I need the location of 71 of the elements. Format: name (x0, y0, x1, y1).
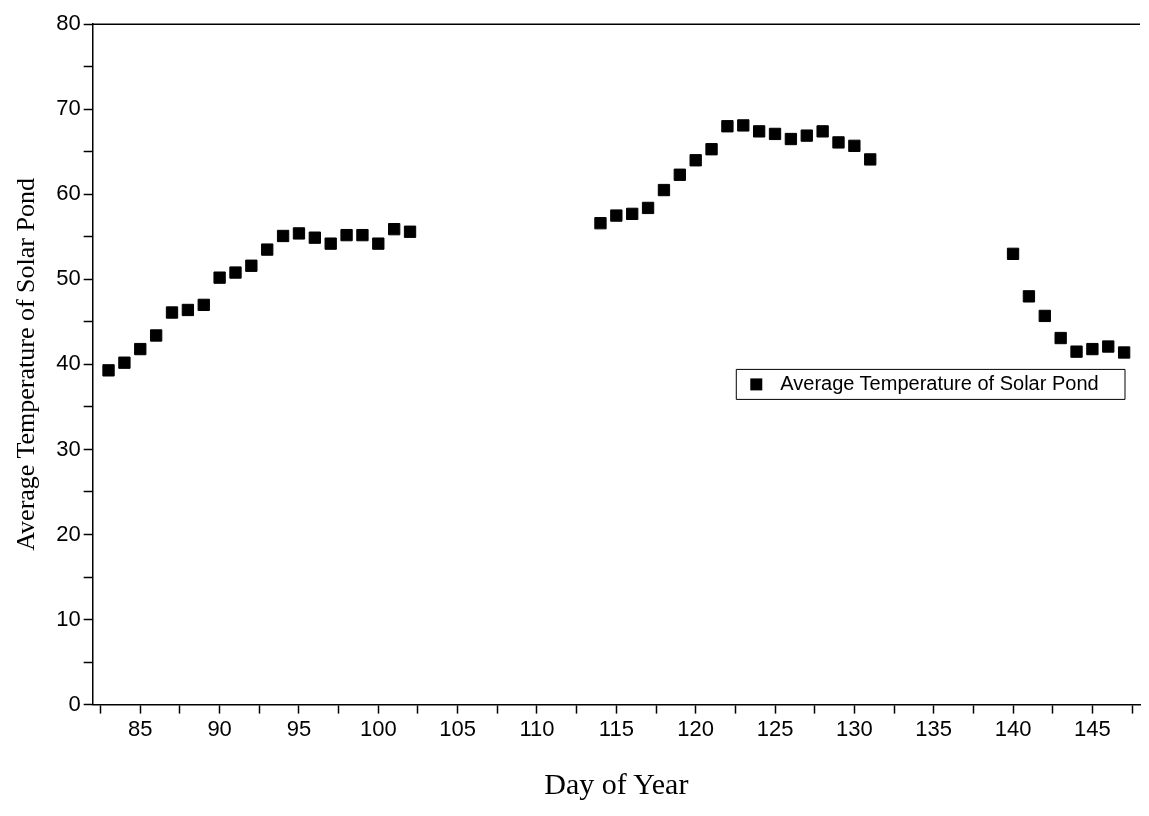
y-axis-title: Average Temperature of Solar Pond (11, 178, 41, 551)
x-tick-label: 145 (1074, 715, 1111, 741)
point (816, 125, 829, 138)
x-tick-label: 135 (915, 715, 953, 741)
point (768, 127, 782, 141)
x-tick-label: 110 (519, 715, 555, 741)
x-tick-label: 120 (677, 715, 715, 741)
y-tick-label: 20 (56, 520, 81, 546)
point (165, 306, 179, 319)
point (149, 329, 163, 342)
point (641, 201, 655, 215)
point (864, 153, 877, 166)
point (1038, 309, 1051, 323)
point (832, 136, 845, 149)
point (229, 266, 242, 279)
point (594, 217, 607, 230)
point (134, 342, 147, 356)
x-tick-label: 115 (598, 715, 634, 741)
point (1117, 346, 1131, 359)
point (689, 154, 702, 167)
point (340, 228, 353, 242)
point (324, 237, 337, 250)
point (721, 120, 734, 133)
point (356, 228, 369, 242)
point (372, 237, 385, 250)
point (102, 364, 115, 377)
point (753, 125, 766, 138)
y-tick-label: 50 (56, 265, 81, 291)
point (800, 129, 813, 142)
point (1086, 342, 1099, 356)
y-tick-label: 10 (56, 605, 81, 631)
point (245, 259, 258, 272)
y-tick-label: 40 (56, 350, 81, 376)
point (673, 168, 686, 181)
x-tick-label: 100 (359, 715, 397, 741)
point (403, 225, 417, 238)
point (308, 231, 321, 244)
point (118, 356, 131, 369)
y-tick-label: 70 (56, 95, 81, 121)
point (292, 227, 306, 240)
y-tick-label: 80 (56, 10, 81, 36)
x-tick-label: 125 (756, 715, 794, 741)
x-tick-label: 95 (286, 715, 312, 741)
x-tick-label: 130 (836, 715, 873, 741)
point (610, 209, 623, 222)
x-tick-label: 90 (207, 715, 232, 741)
point (784, 132, 798, 146)
point (388, 223, 401, 236)
x-tick-label: 105 (439, 715, 477, 741)
point (1022, 290, 1036, 303)
point (197, 298, 210, 312)
point (1102, 340, 1115, 353)
x-tick-label: 85 (128, 715, 153, 741)
point (1070, 345, 1083, 358)
point (626, 207, 639, 221)
point (1006, 247, 1020, 260)
x-axis-title: Day of Year (544, 766, 689, 800)
point (848, 139, 861, 152)
point (657, 183, 671, 197)
point (181, 303, 195, 317)
point (1054, 331, 1067, 345)
point (737, 119, 750, 132)
point (261, 243, 274, 256)
x-tick-label: 140 (994, 715, 1032, 741)
y-tick-label: 60 (56, 180, 81, 206)
point (276, 229, 290, 243)
y-tick-label: 0 (68, 690, 81, 716)
y-tick-label: 30 (56, 435, 81, 461)
point (213, 271, 226, 284)
point (705, 143, 718, 156)
legend-label: Average Temperature of Solar Pond (780, 371, 1099, 394)
